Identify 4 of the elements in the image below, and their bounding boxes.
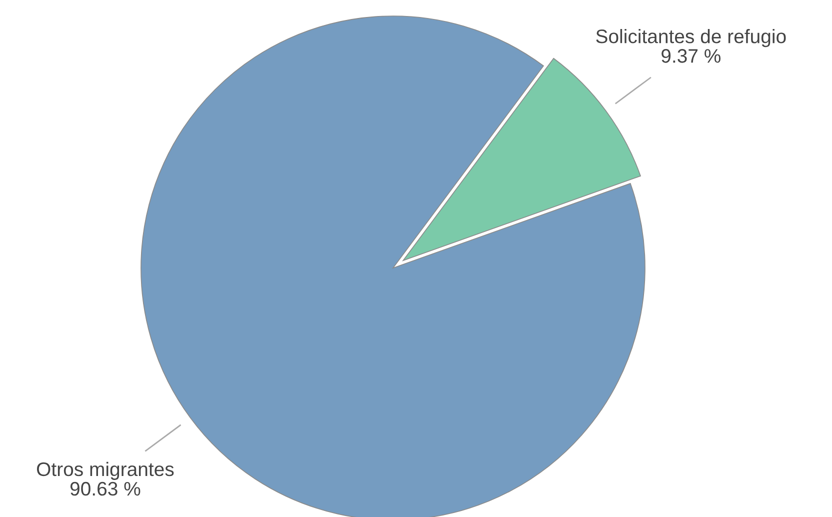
- data-label: 90.63 %: [70, 482, 140, 496]
- slice-label: Solicitantes de refugio: [596, 29, 786, 48]
- data-label: 9.37 %: [662, 49, 720, 63]
- slice-label: Otros migrantes: [36, 462, 174, 480]
